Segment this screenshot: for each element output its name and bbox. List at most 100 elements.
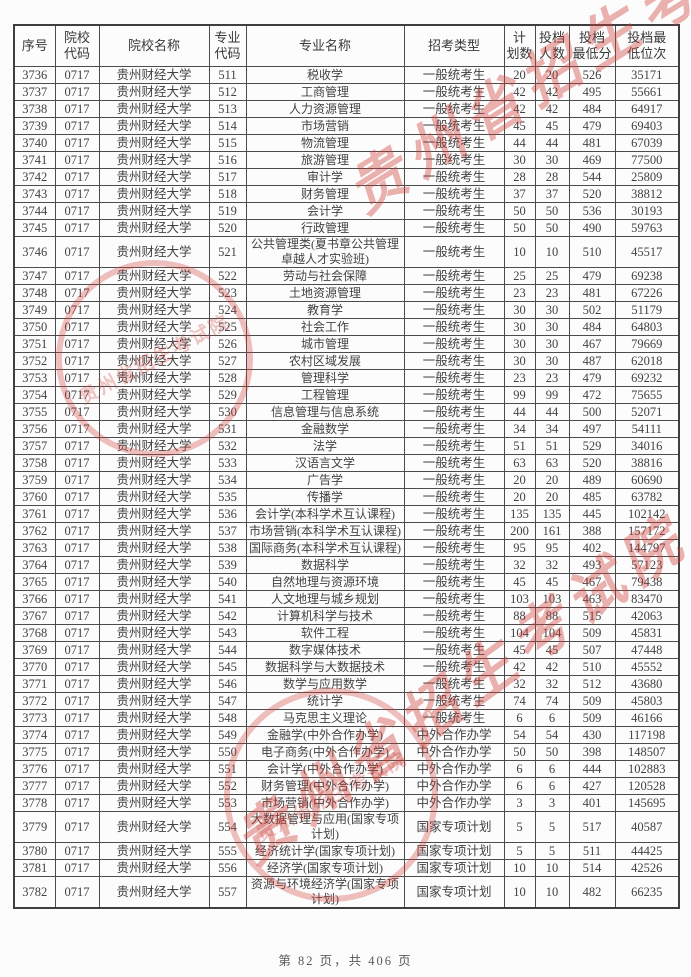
cell-plan_count: 23 <box>503 284 536 302</box>
cell-college_code: 0717 <box>54 369 100 387</box>
cell-major_name: 教育学 <box>245 301 405 319</box>
cell-major_name: 经济统计学(国家专项计划) <box>245 842 405 860</box>
cell-major_code: 520 <box>208 219 247 237</box>
cell-major_code: 522 <box>208 267 247 285</box>
cell-seq: 3770 <box>13 658 56 676</box>
cell-major_code: 537 <box>208 522 247 540</box>
header-min-rank: 投档最 低位次 <box>614 24 680 67</box>
cell-plan_count: 135 <box>503 505 536 523</box>
cell-min_rank: 102883 <box>614 760 680 778</box>
cell-major_code: 516 <box>208 151 247 169</box>
cell-admission_type: 中外合作办学 <box>403 726 505 744</box>
cell-major_name: 农村区域发展 <box>245 352 405 370</box>
cell-major_code: 531 <box>208 420 247 438</box>
cell-college_name: 贵州财经大学 <box>98 573 210 591</box>
cell-min_score: 479 <box>568 267 616 285</box>
cell-min_score: 481 <box>568 284 616 302</box>
cell-min_score: 388 <box>568 522 616 540</box>
cell-seq: 3739 <box>13 117 56 135</box>
cell-min_rank: 59763 <box>614 219 680 237</box>
table-body: 3736 0717 贵州财经大学 511 税收学 一般统考生 20 20 526 35171 373… <box>13 66 680 909</box>
cell-college_name: 贵州财经大学 <box>98 352 210 370</box>
header-major-name: 专业名称 <box>245 24 405 67</box>
cell-min_rank: 47448 <box>614 641 680 659</box>
cell-seq: 3750 <box>13 318 56 336</box>
cell-admission_type: 一般统考生 <box>403 403 505 421</box>
cell-file_count: 51 <box>534 437 570 455</box>
cell-college_name: 贵州财经大学 <box>98 335 210 353</box>
cell-min_rank: 45803 <box>614 692 680 710</box>
cell-seq: 3768 <box>13 624 56 642</box>
cell-admission_type: 一般统考生 <box>403 607 505 625</box>
cell-plan_count: 44 <box>503 134 536 152</box>
cell-college_name: 贵州财经大学 <box>98 624 210 642</box>
cell-college_name: 贵州财经大学 <box>98 859 210 877</box>
cell-seq: 3769 <box>13 641 56 659</box>
cell-seq: 3774 <box>13 726 56 744</box>
cell-min_score: 401 <box>568 794 616 812</box>
cell-major_name: 公共管理类(夏书章公共管理卓越人才实验班) <box>245 236 405 268</box>
cell-file_count: 6 <box>534 777 570 795</box>
cell-min_rank: 144797 <box>614 539 680 557</box>
header-college-name: 院校名称 <box>98 24 210 67</box>
table-row: 3744 0717 贵州财经大学 519 会计学 一般统考生 50 50 536 30193 <box>13 202 680 220</box>
cell-seq: 3738 <box>13 100 56 118</box>
cell-file_count: 10 <box>534 236 570 268</box>
cell-min_rank: 75655 <box>614 386 680 404</box>
cell-file_count: 32 <box>534 675 570 693</box>
cell-college_code: 0717 <box>54 624 100 642</box>
cell-plan_count: 63 <box>503 454 536 472</box>
cell-admission_type: 一般统考生 <box>403 369 505 387</box>
cell-college_code: 0717 <box>54 134 100 152</box>
cell-file_count: 104 <box>534 624 570 642</box>
cell-seq: 3765 <box>13 573 56 591</box>
cell-major_code: 515 <box>208 134 247 152</box>
table-row: 3748 0717 贵州财经大学 523 土地资源管理 一般统考生 23 23 481 67226 <box>13 284 680 302</box>
cell-college_code: 0717 <box>54 301 100 319</box>
cell-college_code: 0717 <box>54 658 100 676</box>
cell-min_score: 509 <box>568 692 616 710</box>
cell-admission_type: 一般统考生 <box>403 168 505 186</box>
cell-major_code: 521 <box>208 236 247 268</box>
cell-college_code: 0717 <box>54 675 100 693</box>
table-row: 3745 0717 贵州财经大学 520 行政管理 一般统考生 50 50 490 59763 <box>13 219 680 237</box>
cell-seq: 3763 <box>13 539 56 557</box>
cell-college_name: 贵州财经大学 <box>98 83 210 101</box>
table-row: 3755 0717 贵州财经大学 530 信息管理与信息系统 一般统考生 44 44 500 52… <box>13 403 680 421</box>
cell-min_rank: 60690 <box>614 471 680 489</box>
cell-min_rank: 77500 <box>614 151 680 169</box>
cell-admission_type: 一般统考生 <box>403 488 505 506</box>
cell-college_code: 0717 <box>54 556 100 574</box>
cell-major_code: 528 <box>208 369 247 387</box>
cell-college_name: 贵州财经大学 <box>98 709 210 727</box>
cell-admission_type: 一般统考生 <box>403 301 505 319</box>
cell-major_name: 广告学 <box>245 471 405 489</box>
cell-plan_count: 32 <box>503 556 536 574</box>
cell-min_rank: 64803 <box>614 318 680 336</box>
cell-min_score: 467 <box>568 573 616 591</box>
cell-college_code: 0717 <box>54 202 100 220</box>
cell-major_name: 财务管理(中外合作办学) <box>245 777 405 795</box>
cell-min_score: 402 <box>568 539 616 557</box>
cell-admission_type: 一般统考生 <box>403 134 505 152</box>
table-row: 3771 0717 贵州财经大学 546 数学与应用数学 一般统考生 32 32 512 4368… <box>13 675 680 693</box>
cell-major_name: 行政管理 <box>245 219 405 237</box>
cell-major_name: 会计学(中外合作办学) <box>245 760 405 778</box>
cell-file_count: 23 <box>534 284 570 302</box>
cell-college_code: 0717 <box>54 267 100 285</box>
cell-seq: 3759 <box>13 471 56 489</box>
cell-plan_count: 10 <box>503 859 536 877</box>
cell-plan_count: 20 <box>503 471 536 489</box>
cell-seq: 3761 <box>13 505 56 523</box>
cell-min_score: 485 <box>568 488 616 506</box>
cell-major_name: 税收学 <box>245 66 405 84</box>
cell-file_count: 5 <box>534 811 570 843</box>
cell-college_code: 0717 <box>54 471 100 489</box>
cell-file_count: 45 <box>534 117 570 135</box>
cell-seq: 3740 <box>13 134 56 152</box>
cell-min_rank: 45831 <box>614 624 680 642</box>
cell-major_code: 512 <box>208 83 247 101</box>
cell-min_rank: 45517 <box>614 236 680 268</box>
cell-college_code: 0717 <box>54 66 100 84</box>
cell-major_name: 电子商务(中外合作办学) <box>245 743 405 761</box>
